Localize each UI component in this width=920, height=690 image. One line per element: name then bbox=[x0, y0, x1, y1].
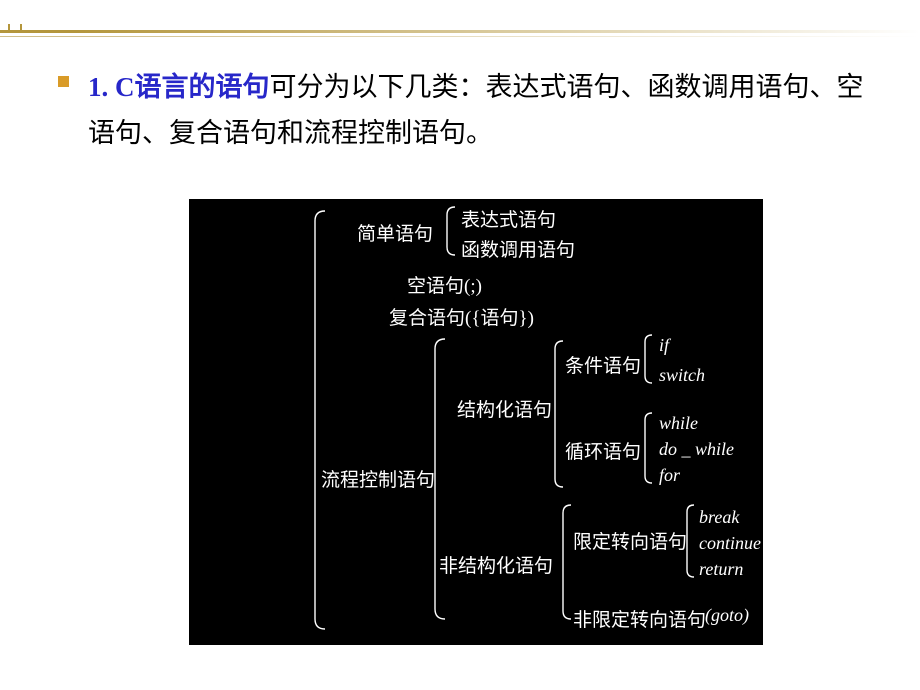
node-struct: 结构化语句 bbox=[457, 395, 552, 422]
node-expr: 表达式语句 bbox=[461, 205, 556, 232]
bullet-icon bbox=[58, 76, 69, 87]
node-limited: 限定转向语句 bbox=[573, 527, 687, 554]
decor-bar bbox=[0, 30, 920, 33]
main-paragraph: 1. C语言的语句可分为以下几类：表达式语句、函数调用语句、空语句、复合语句和流… bbox=[88, 64, 878, 156]
node-funccall: 函数调用语句 bbox=[461, 235, 575, 262]
node-loop: 循环语句 bbox=[565, 437, 641, 464]
node-unlimited: 非限定转向语句 bbox=[573, 605, 706, 632]
classification-diagram: 简单语句 表达式语句函数调用语句空语句(;) 复合语句({语句}) 流程控制语句 结构化… bbox=[189, 199, 763, 645]
brace-6 bbox=[563, 505, 571, 619]
node-compound: 复合语句({语句}) bbox=[389, 303, 534, 330]
paragraph-title: 1. C语言的语句 bbox=[88, 72, 270, 102]
brace-0 bbox=[315, 211, 325, 629]
brace-7 bbox=[687, 505, 694, 577]
node-while: while bbox=[659, 413, 698, 434]
node-break: break bbox=[699, 507, 739, 528]
node-dowhile: do _ while bbox=[659, 439, 734, 460]
node-goto: (goto) bbox=[705, 605, 749, 626]
node-empty: 空语句(;) bbox=[407, 271, 482, 298]
node-flow: 流程控制语句 bbox=[321, 465, 435, 492]
node-continue: continue bbox=[699, 533, 761, 554]
brace-4 bbox=[645, 335, 652, 383]
brace-1 bbox=[447, 207, 455, 255]
node-simple: 简单语句 bbox=[357, 219, 433, 246]
node-cond: 条件语句 bbox=[565, 351, 641, 378]
node-for: for bbox=[659, 465, 680, 486]
node-switch: switch bbox=[659, 365, 705, 386]
brace-3 bbox=[555, 341, 563, 487]
decor-bar-thin bbox=[0, 36, 920, 37]
node-nonstruct: 非结构化语句 bbox=[439, 551, 553, 578]
node-return: return bbox=[699, 559, 743, 580]
node-if: if bbox=[659, 335, 669, 356]
brace-5 bbox=[645, 413, 652, 483]
